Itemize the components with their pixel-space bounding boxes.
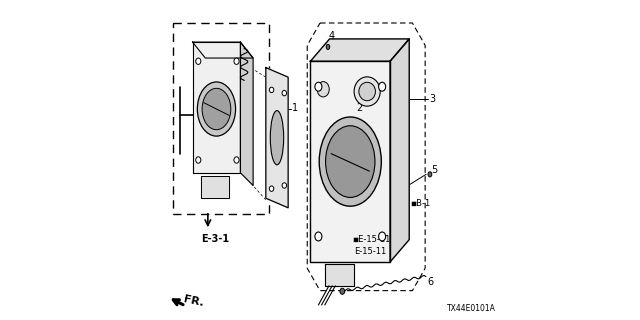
Ellipse shape — [359, 82, 376, 101]
Ellipse shape — [317, 82, 329, 97]
Polygon shape — [310, 61, 390, 262]
Text: TX44E0101A: TX44E0101A — [447, 304, 496, 313]
Text: ◾E-15-11: ◾E-15-11 — [353, 235, 391, 244]
Polygon shape — [200, 176, 229, 198]
Ellipse shape — [196, 58, 201, 64]
Polygon shape — [193, 42, 241, 173]
Ellipse shape — [326, 44, 330, 50]
Ellipse shape — [270, 111, 284, 165]
Ellipse shape — [197, 82, 236, 136]
Text: 5: 5 — [431, 164, 437, 174]
Text: 6: 6 — [427, 277, 433, 287]
Ellipse shape — [354, 77, 380, 106]
Text: E-3-1: E-3-1 — [202, 234, 230, 244]
Ellipse shape — [326, 126, 375, 197]
Polygon shape — [241, 42, 253, 186]
Text: 3: 3 — [429, 93, 435, 103]
Text: 2: 2 — [356, 103, 363, 113]
Ellipse shape — [379, 232, 386, 241]
Polygon shape — [310, 39, 409, 61]
Ellipse shape — [315, 82, 322, 91]
Ellipse shape — [282, 90, 287, 96]
Ellipse shape — [269, 186, 274, 191]
Ellipse shape — [269, 87, 274, 92]
Ellipse shape — [196, 157, 201, 163]
Ellipse shape — [315, 232, 322, 241]
Polygon shape — [266, 68, 288, 208]
Ellipse shape — [282, 183, 287, 188]
Polygon shape — [390, 39, 409, 262]
Ellipse shape — [234, 58, 239, 64]
Text: 4: 4 — [329, 31, 335, 41]
Text: E-15-11: E-15-11 — [355, 247, 387, 256]
Ellipse shape — [340, 288, 345, 294]
Text: 1: 1 — [292, 103, 298, 113]
Text: ◾B-1: ◾B-1 — [410, 198, 431, 207]
Ellipse shape — [319, 117, 381, 206]
Bar — [173, 23, 269, 214]
Ellipse shape — [202, 88, 231, 130]
Text: FR.: FR. — [182, 294, 205, 308]
Polygon shape — [193, 42, 253, 58]
Polygon shape — [324, 264, 355, 286]
Ellipse shape — [234, 157, 239, 163]
Ellipse shape — [379, 82, 386, 91]
Ellipse shape — [428, 172, 432, 177]
